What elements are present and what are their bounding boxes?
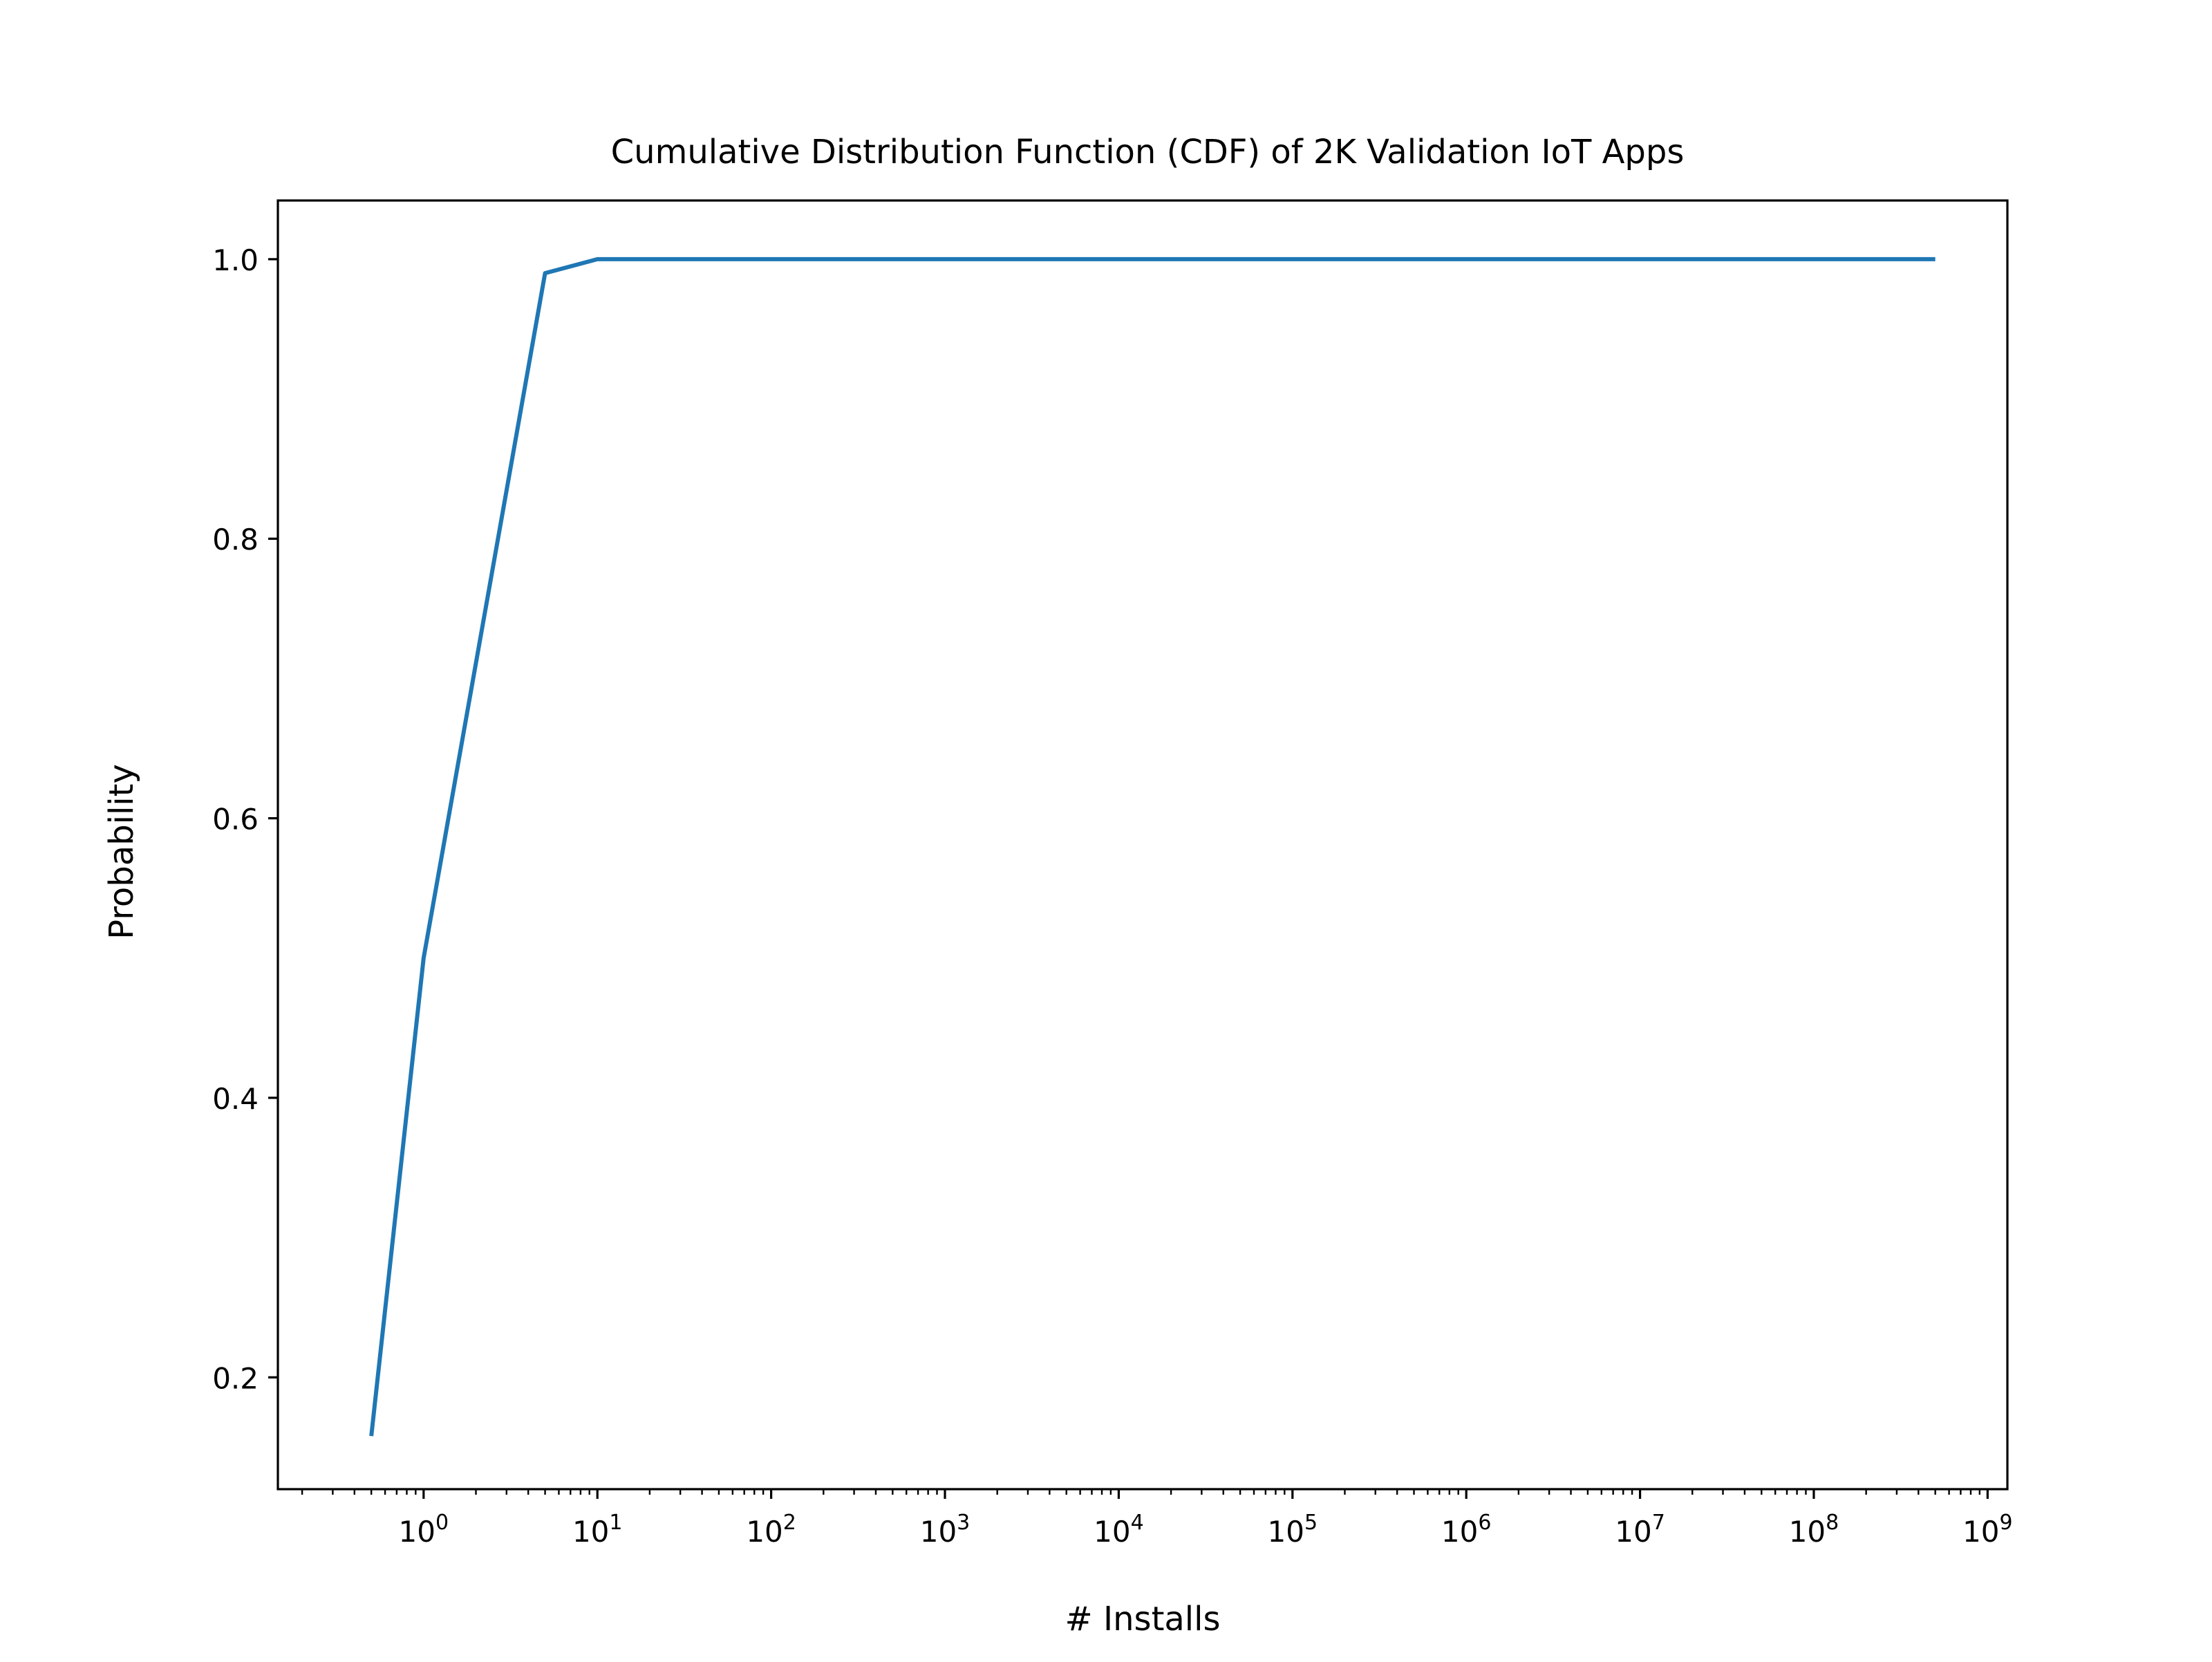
series-point <box>769 257 774 261</box>
x-tick-exponent: 8 <box>1826 1511 1839 1535</box>
series-point <box>890 257 894 261</box>
y-tick-label: 0.8 <box>212 523 259 557</box>
y-tick-label: 0.4 <box>212 1082 259 1116</box>
x-tick-base: 10 <box>1962 1515 1999 1549</box>
cdf-series-line <box>369 256 1936 1437</box>
x-tick-label: 106 <box>1441 1511 1492 1549</box>
series-point <box>1586 257 1590 261</box>
x-tick-exponent: 4 <box>1131 1511 1144 1535</box>
series-point <box>1812 257 1816 261</box>
series-point <box>1291 257 1295 261</box>
y-tick-label: 0.6 <box>212 803 259 837</box>
x-axis-label: # Installs <box>1065 1600 1221 1638</box>
y-tick-label: 1.0 <box>212 243 259 277</box>
x-tick-base: 10 <box>399 1515 435 1549</box>
series-point <box>1065 257 1069 261</box>
series-point <box>595 257 599 261</box>
x-tick-label: 103 <box>920 1511 971 1549</box>
x-tick-exponent: 7 <box>1652 1511 1665 1535</box>
series-point <box>369 1434 373 1438</box>
y-axis-ticks: 0.2 0.4 0.6 0.8 1.0 <box>212 243 278 1395</box>
x-tick-label: 100 <box>399 1511 449 1549</box>
series-point <box>422 956 426 960</box>
x-tick-base: 10 <box>920 1515 957 1549</box>
x-tick-label: 105 <box>1268 1511 1318 1549</box>
x-tick-exponent: 3 <box>957 1511 970 1535</box>
x-tick-label: 109 <box>1962 1511 2013 1549</box>
x-tick-label: 107 <box>1615 1511 1665 1549</box>
series-point <box>1464 257 1468 261</box>
series-point <box>1933 257 1938 261</box>
y-axis-label: Probability <box>102 764 141 940</box>
series-point <box>717 257 721 261</box>
x-tick-label: 102 <box>746 1511 796 1549</box>
x-tick-exponent: 9 <box>2000 1511 2013 1535</box>
x-tick-label: 104 <box>1094 1511 1144 1549</box>
x-tick-exponent: 2 <box>783 1511 796 1535</box>
x-tick-exponent: 1 <box>609 1511 622 1535</box>
x-tick-label: 101 <box>572 1511 623 1549</box>
x-tick-label: 108 <box>1789 1511 1839 1549</box>
x-tick-base: 10 <box>1789 1515 1826 1549</box>
y-tick-label: 0.2 <box>212 1361 259 1395</box>
x-tick-base: 10 <box>572 1515 609 1549</box>
x-tick-exponent: 6 <box>1478 1511 1491 1535</box>
series-point <box>1238 257 1242 261</box>
x-tick-base: 10 <box>1094 1515 1130 1549</box>
x-tick-base: 10 <box>1615 1515 1651 1549</box>
x-tick-exponent: 0 <box>435 1511 449 1535</box>
x-tick-base: 10 <box>746 1515 782 1549</box>
series-point <box>1412 257 1416 261</box>
series-point <box>1638 257 1642 261</box>
series-point <box>943 257 947 261</box>
x-tick-base: 10 <box>1441 1515 1478 1549</box>
chart-title: Cumulative Distribution Function (CDF) o… <box>611 133 1685 171</box>
series-point <box>543 271 547 275</box>
series-point <box>1759 257 1763 261</box>
x-tick-exponent: 5 <box>1304 1511 1318 1535</box>
series-point <box>1116 257 1121 261</box>
plot-frame <box>276 199 2009 1491</box>
x-tick-base: 10 <box>1268 1515 1304 1549</box>
